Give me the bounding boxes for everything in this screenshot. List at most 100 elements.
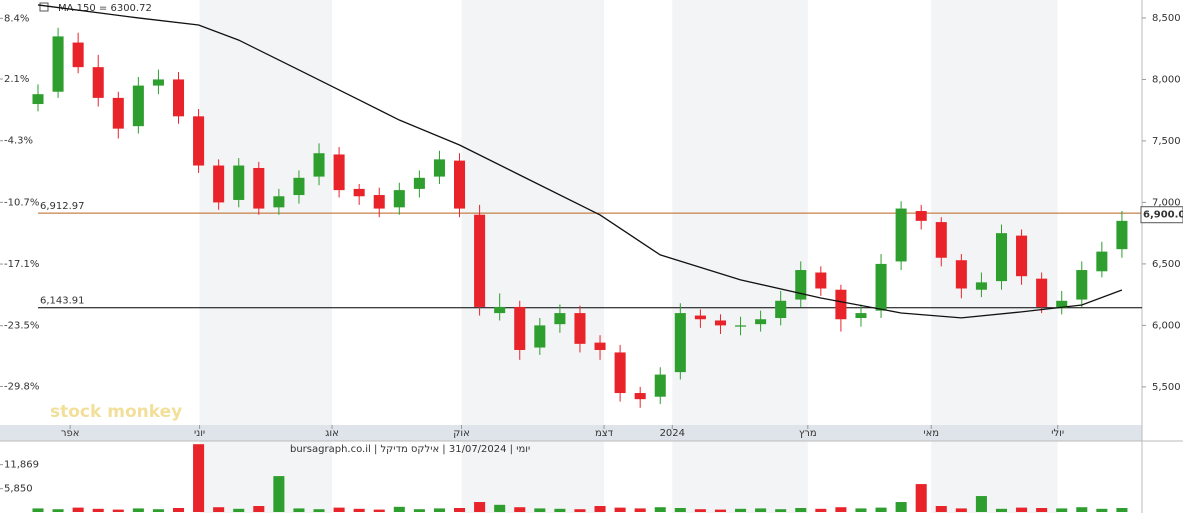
volume-bar <box>132 508 144 512</box>
volume-bar <box>534 508 546 512</box>
volume-bar <box>875 507 887 512</box>
volume-bar <box>1076 507 1088 512</box>
x-tick-label: אוק <box>453 428 470 439</box>
candle-body <box>353 188 365 197</box>
volume-bar <box>1036 508 1048 512</box>
volume-bar <box>755 508 767 512</box>
y-tick-label: 7,500 <box>1152 136 1181 147</box>
legend-box[interactable] <box>39 2 49 12</box>
volume-bar <box>554 508 566 512</box>
candle-body <box>875 263 887 311</box>
candle-body <box>574 313 586 344</box>
candle-body <box>514 306 526 350</box>
x-tick-label: מאי <box>923 428 939 439</box>
volume-bar <box>574 509 586 512</box>
y2-tick-label: 8.4% <box>4 13 29 24</box>
x-tick-label: אוג <box>325 428 339 439</box>
volume-bar <box>92 508 104 512</box>
volume-bar <box>955 508 967 512</box>
volume-bar <box>815 508 827 512</box>
volume-bar <box>72 507 84 512</box>
volume-bar <box>373 509 385 512</box>
y-tick-label: 8,500 <box>1152 13 1181 24</box>
volume-bar <box>454 508 466 512</box>
candle-body <box>172 79 185 117</box>
y-tick-label: 7,000 <box>1152 197 1181 208</box>
volume-bar <box>233 508 245 512</box>
candle-body <box>654 374 666 397</box>
last-price-label: 6,900.00 <box>1143 210 1183 221</box>
volume-bar <box>213 507 225 512</box>
candle-body <box>534 325 546 348</box>
volume-bar <box>855 508 867 512</box>
candle-body <box>775 300 787 319</box>
candle-body <box>995 233 1008 282</box>
volume-bar <box>353 508 365 512</box>
candle-body <box>895 208 907 262</box>
x-tick-label: מרץ <box>799 428 817 439</box>
volume-bar <box>654 507 666 512</box>
candle-body <box>454 160 466 209</box>
candle-body <box>735 325 747 327</box>
candle-body <box>52 36 64 92</box>
volume-bar <box>413 509 425 512</box>
volume-bar <box>1096 508 1108 512</box>
candle-body <box>755 319 767 325</box>
volume-bar <box>273 476 285 512</box>
volume-bar <box>1056 508 1068 512</box>
time-strip <box>0 425 1142 441</box>
y2-tick-label: -10.7% <box>4 197 39 208</box>
last-price-box <box>1140 206 1183 224</box>
volume-bar <box>333 507 345 512</box>
volume-bar <box>293 508 305 512</box>
level-label: 6,912.97 <box>40 201 85 212</box>
volume-bar <box>494 504 506 512</box>
volume-bar <box>152 509 164 512</box>
candle-body <box>112 97 124 129</box>
candle-body <box>855 313 867 319</box>
candle-body <box>1016 235 1028 277</box>
y2-tick-label: -29.8% <box>4 381 39 392</box>
y-tick-label: 8,000 <box>1152 74 1181 85</box>
x-tick-label: אפר <box>61 428 80 439</box>
volume-bar <box>514 507 526 512</box>
candle-body <box>273 196 285 208</box>
candle-body <box>233 165 245 200</box>
candle-body <box>1056 300 1068 309</box>
candle-body <box>313 153 325 177</box>
candle-body <box>1036 278 1048 307</box>
volume-bar <box>835 507 847 512</box>
candle-body <box>494 306 506 314</box>
volume-bar <box>112 509 124 512</box>
volume-bar <box>674 508 686 512</box>
y2-tick-label: -23.5% <box>4 321 39 332</box>
volume-bar <box>795 508 807 512</box>
candle-body <box>152 79 164 86</box>
candle-body <box>594 342 606 350</box>
volume-bar <box>313 509 325 512</box>
candle-body <box>333 154 345 191</box>
x-tick-label: דצמ <box>595 428 614 439</box>
x-tick-label: יולי <box>1051 428 1064 439</box>
volume-bar <box>193 444 205 512</box>
candle-body <box>694 315 706 320</box>
volume-bar <box>1016 507 1028 512</box>
volume-bar <box>995 508 1008 512</box>
candle-body <box>795 270 807 300</box>
volume-bar <box>895 502 907 512</box>
candle-body <box>72 42 84 68</box>
candle-body <box>714 320 726 326</box>
y2-tick-label: 2.1% <box>4 74 29 85</box>
candle-body <box>474 214 486 307</box>
x-tick-label: יוני <box>194 428 205 439</box>
candle-body <box>835 289 847 320</box>
volume-bar <box>975 496 987 512</box>
candle-body <box>915 211 927 221</box>
level-label: 6,143.91 <box>40 296 85 307</box>
y-tick-label: 6,000 <box>1152 320 1181 331</box>
volume-bar <box>614 507 626 512</box>
candle-body <box>193 116 205 166</box>
candle-body <box>413 177 425 189</box>
candle-body <box>815 272 827 289</box>
